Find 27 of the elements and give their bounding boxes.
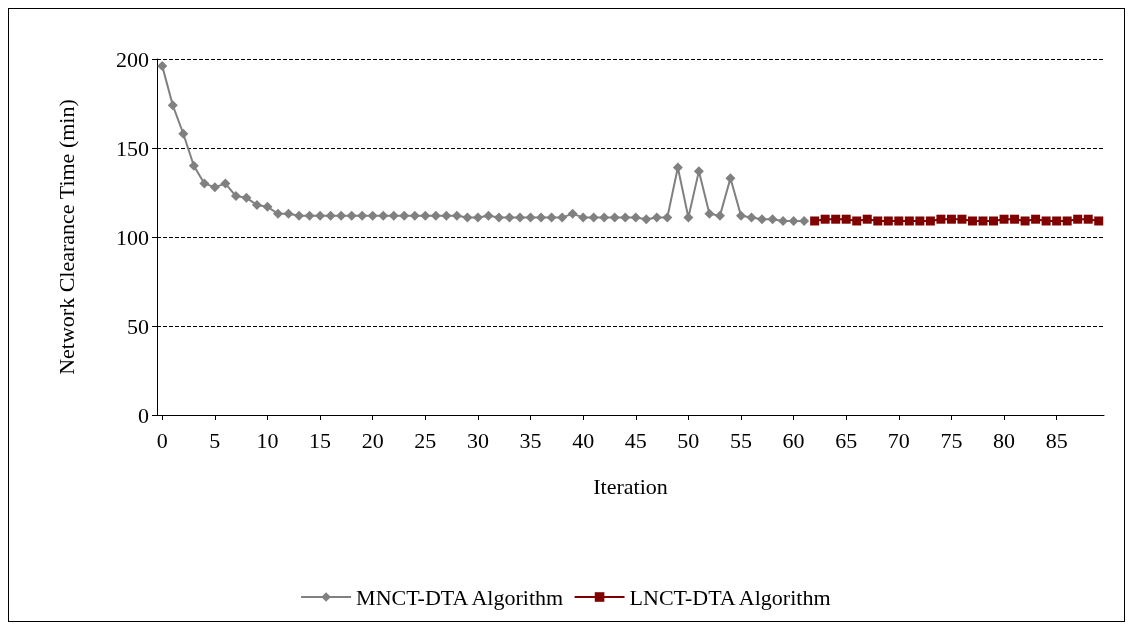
x-tick-label: 15 bbox=[309, 427, 332, 453]
x-tick-label: 55 bbox=[729, 427, 752, 453]
legend-label: MNCT-DTA Algorithm bbox=[356, 584, 564, 610]
x-tick-label: 85 bbox=[1045, 427, 1068, 453]
y-tick-label: 50 bbox=[127, 313, 149, 339]
x-tick-label: 75 bbox=[940, 427, 963, 453]
x-tick-label: 5 bbox=[209, 427, 221, 453]
x-tick-label: 50 bbox=[677, 427, 700, 453]
y-tick-label: 0 bbox=[138, 402, 149, 428]
x-tick-label: 35 bbox=[519, 427, 542, 453]
x-tick-label: 45 bbox=[624, 427, 647, 453]
x-tick-label: 80 bbox=[993, 427, 1016, 453]
legend-label: LNCT-DTA Algorithm bbox=[629, 584, 831, 610]
x-tick-label: 70 bbox=[887, 427, 910, 453]
y-tick-label: 100 bbox=[116, 224, 149, 250]
x-tick-label: 25 bbox=[414, 427, 437, 453]
x-tick-label: 65 bbox=[835, 427, 858, 453]
y-tick-label: 150 bbox=[116, 135, 149, 161]
x-tick-label: 30 bbox=[466, 427, 489, 453]
x-tick-label: 20 bbox=[361, 427, 384, 453]
x-tick-label: 40 bbox=[572, 427, 595, 453]
y-tick-label: 200 bbox=[116, 46, 149, 72]
x-axis-title: Iteration bbox=[593, 473, 668, 499]
x-tick-label: 0 bbox=[156, 427, 168, 453]
x-tick-label: 10 bbox=[256, 427, 279, 453]
x-tick-label: 60 bbox=[782, 427, 805, 453]
y-axis-title: Network Clearance Time (min) bbox=[53, 99, 79, 375]
